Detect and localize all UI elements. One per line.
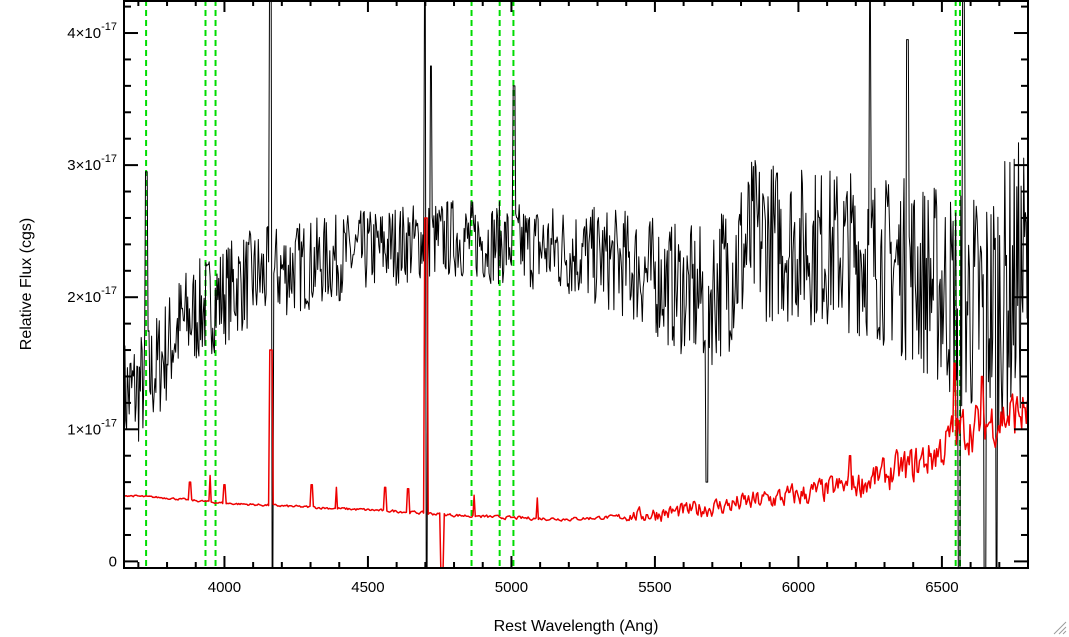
x-tick-label: 4500 bbox=[351, 579, 384, 596]
x-tick-label: 6500 bbox=[925, 579, 958, 596]
series-layer bbox=[124, 0, 1028, 568]
resize-grip-icon[interactable] bbox=[1053, 621, 1067, 635]
y-tick-label: 4×10-17 bbox=[67, 21, 117, 42]
x-tick-label: 5000 bbox=[495, 579, 528, 596]
y-axis-label: Relative Flux (cgs) bbox=[18, 218, 35, 350]
y-tick-label: 1×10-17 bbox=[67, 417, 117, 438]
y-tick-labels: 0 1×10-17 2×10-17 3×10-17 4×10-17 bbox=[67, 21, 117, 570]
y-tick-label: 2×10-17 bbox=[67, 285, 117, 306]
x-tick-labels: 4000 4500 5000 5500 6000 6500 bbox=[208, 579, 959, 596]
y-tick-label: 3×10-17 bbox=[67, 153, 117, 174]
series-line-2 bbox=[124, 217, 1028, 568]
plot-frame bbox=[123, 0, 1029, 569]
x-axis-label: Rest Wavelength (Ang) bbox=[494, 618, 659, 635]
x-tick-label: 6000 bbox=[782, 579, 815, 596]
x-tick-label: 4000 bbox=[208, 579, 241, 596]
series-line-1 bbox=[124, 0, 1028, 568]
x-tick-label: 5500 bbox=[638, 579, 671, 596]
y-tick-label: 0 bbox=[109, 553, 117, 570]
axis-ticks bbox=[124, 0, 1029, 568]
